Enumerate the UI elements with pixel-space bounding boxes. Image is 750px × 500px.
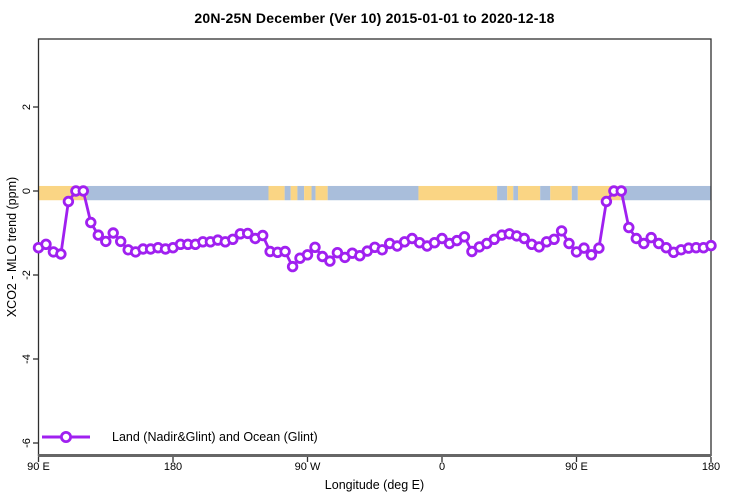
series-marker	[309, 241, 321, 254]
series-marker	[92, 229, 105, 241]
series-marker	[585, 249, 598, 261]
series-marker	[436, 232, 448, 245]
series-marker	[286, 260, 299, 273]
series-marker	[518, 232, 530, 245]
series-marker	[114, 235, 127, 248]
series-marker	[638, 237, 650, 250]
map-band-segment-ocean	[540, 185, 551, 201]
series-marker	[600, 195, 613, 208]
series-marker	[533, 241, 545, 253]
y-tick-label: -2	[21, 270, 33, 280]
series-marker	[563, 237, 575, 250]
map-band-segment-ocean	[311, 185, 316, 201]
series-marker	[62, 195, 75, 208]
series-marker	[548, 233, 560, 246]
series-marker	[555, 225, 568, 237]
series-marker	[630, 232, 643, 245]
x-tick-label: 0	[438, 461, 446, 473]
x-tick-label: 90 E	[27, 461, 50, 473]
legend-series-label: Land (Nadir&Glint) and Ocean (Glint)	[112, 430, 318, 444]
y-tick-label: 0	[21, 187, 33, 195]
map-band-segment-ocean	[513, 185, 518, 201]
map-band-segment-land	[315, 185, 328, 201]
map-band-segment-land	[290, 185, 298, 201]
map-band-segment-ocean	[571, 185, 578, 201]
map-band-segment-land	[507, 185, 514, 201]
series-marker	[615, 185, 628, 197]
x-axis-title: Longitude (deg E)	[324, 478, 425, 492]
map-band-segment-land	[304, 185, 312, 201]
map-band-segment-ocean	[497, 185, 508, 201]
series-marker	[241, 227, 254, 240]
series-marker	[55, 248, 67, 260]
map-band-segment-land	[418, 185, 498, 201]
series-marker	[324, 255, 336, 267]
series-marker	[85, 216, 97, 229]
x-tick-label: 180	[701, 461, 721, 473]
map-band-segment-ocean	[327, 185, 419, 201]
series-marker	[100, 235, 112, 248]
y-tick-label: -4	[21, 354, 33, 364]
y-tick-label: 2	[21, 103, 33, 111]
series-marker	[458, 231, 471, 243]
series-marker	[40, 238, 52, 251]
x-tick-label: 90 E	[565, 461, 588, 473]
series-marker	[705, 239, 717, 252]
chart-title: 20N-25N December (Ver 10) 2015-01-01 to …	[194, 10, 555, 26]
legend: Land (Nadir&Glint) and Ocean (Glint)	[40, 428, 318, 446]
legend-marker-open-circle-icon	[42, 431, 90, 443]
series-marker	[578, 242, 590, 254]
map-band-segment-land	[517, 185, 541, 201]
map-band-segment-ocean	[86, 185, 269, 201]
map-band-segment-ocean	[297, 185, 305, 201]
map-band-segment-land	[550, 185, 572, 201]
series-marker	[257, 229, 269, 242]
map-band-segment-land	[268, 185, 285, 201]
series-marker	[77, 185, 90, 197]
x-tick-label: 90 W	[294, 461, 321, 473]
y-tick-label: -6	[21, 438, 33, 448]
series-marker	[301, 249, 314, 261]
series-marker	[645, 231, 657, 244]
series-marker	[376, 244, 388, 256]
series-marker	[227, 233, 239, 246]
map-band-segment-ocean	[620, 185, 711, 201]
series-marker	[593, 242, 605, 254]
map-band-segment-ocean	[284, 185, 291, 201]
series-marker	[107, 227, 119, 239]
series-marker	[279, 245, 291, 258]
x-tick-label: 180	[163, 461, 183, 473]
series-marker	[623, 221, 635, 234]
